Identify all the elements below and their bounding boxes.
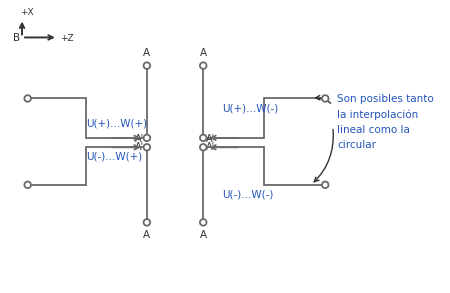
- Text: A: A: [200, 48, 207, 58]
- Text: U(+)...W(+): U(+)...W(+): [86, 118, 147, 129]
- Text: U(-)...W(+): U(-)...W(+): [86, 152, 142, 162]
- Circle shape: [144, 62, 150, 69]
- Text: A: A: [200, 230, 207, 240]
- Circle shape: [24, 95, 31, 102]
- Text: A': A': [135, 134, 144, 144]
- Text: U(-)...W(-): U(-)...W(-): [222, 190, 273, 200]
- Circle shape: [322, 95, 328, 102]
- Circle shape: [24, 182, 31, 188]
- Circle shape: [200, 134, 207, 141]
- Circle shape: [144, 134, 150, 141]
- Circle shape: [322, 182, 328, 188]
- Circle shape: [200, 219, 207, 226]
- Text: U(+)...W(-): U(+)...W(-): [222, 103, 278, 113]
- Circle shape: [144, 219, 150, 226]
- Text: A: A: [144, 48, 150, 58]
- Text: A': A': [135, 142, 144, 152]
- Text: A: A: [144, 230, 150, 240]
- Text: A': A': [206, 134, 215, 144]
- Text: Son posibles tanto
la interpolación
lineal como la
circular: Son posibles tanto la interpolación line…: [338, 94, 434, 149]
- Circle shape: [200, 144, 207, 151]
- Text: A': A': [206, 142, 215, 152]
- Text: +X: +X: [20, 8, 34, 17]
- Circle shape: [144, 144, 150, 151]
- Text: +Z: +Z: [61, 34, 74, 43]
- Text: B: B: [13, 33, 20, 43]
- Circle shape: [200, 62, 207, 69]
